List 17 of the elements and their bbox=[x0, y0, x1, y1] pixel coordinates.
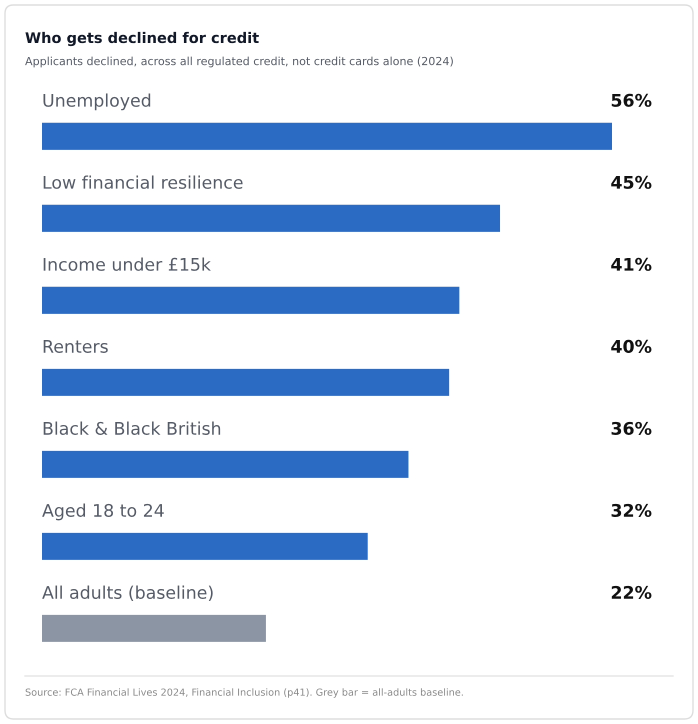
chart-title: Who gets declined for credit bbox=[25, 32, 259, 46]
y-tick-label: Low financial resilience bbox=[44, 175, 243, 189]
data-label: 22% bbox=[612, 586, 652, 599]
source-note: Source: FCA Financial Lives 2024, Financial Inclusion (p41). Grey bar = all-adults baseline. bbox=[26, 688, 463, 698]
y-tick-label: Unemployed bbox=[44, 93, 150, 110]
data-label: 40% bbox=[611, 340, 652, 353]
y-tick-label: Aged 18 to 24 bbox=[42, 504, 164, 520]
y-tick-label: All adults (baseline) bbox=[42, 586, 213, 602]
data-label: 41% bbox=[611, 258, 652, 271]
data-label: 45% bbox=[611, 176, 652, 189]
y-tick-label: Renters bbox=[44, 340, 108, 353]
data-label: 36% bbox=[612, 422, 652, 435]
chart-subtitle: Applicants declined, across all regulated credit, not credit cards alone (2024) bbox=[25, 56, 453, 68]
y-tick-label: Income under £15k bbox=[44, 257, 211, 271]
data-label: 56% bbox=[612, 94, 652, 107]
data-label: 32% bbox=[612, 504, 652, 517]
y-tick-label: Black & Black British bbox=[44, 422, 220, 435]
